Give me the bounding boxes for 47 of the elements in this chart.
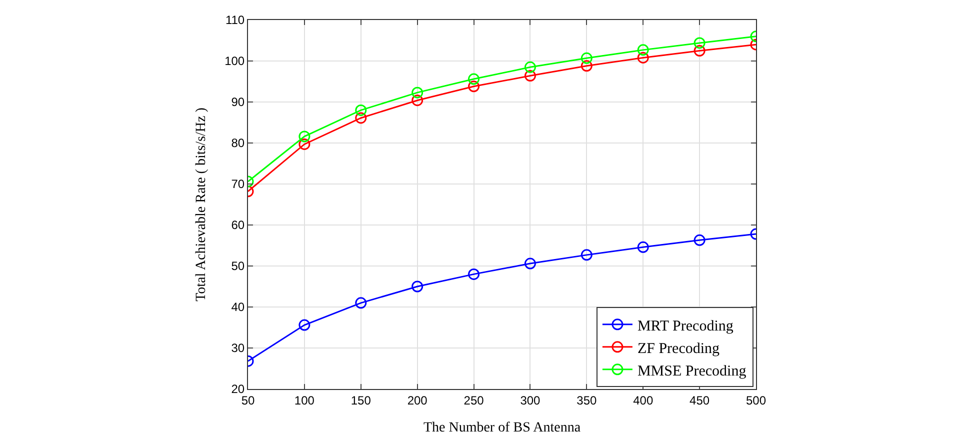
- point: [298, 319, 310, 331]
- x-tick-label: 350: [576, 393, 597, 408]
- legend-label: ZF Precoding: [637, 340, 720, 357]
- y-tick-label: 30: [231, 341, 245, 356]
- point: [355, 112, 367, 124]
- point: [468, 73, 480, 85]
- point: [468, 268, 480, 280]
- y-tick-label: 60: [231, 218, 245, 232]
- legend-label: MMSE Precoding: [637, 363, 747, 380]
- point: [637, 52, 649, 64]
- x-tick-label: 150: [350, 393, 372, 408]
- x-tick-label: 400: [633, 393, 654, 408]
- legend-label: MRT Precoding: [637, 318, 734, 334]
- point: [694, 234, 706, 246]
- y-tick-label: 40: [231, 300, 245, 314]
- x-tick-label: 100: [294, 393, 315, 408]
- point: [298, 130, 310, 142]
- y-axis-title: Total Achievable Rate ( bits/s/Hz ): [194, 107, 210, 302]
- point: [412, 94, 424, 106]
- point: [694, 45, 706, 56]
- y-tick-label: 100: [224, 54, 245, 68]
- point: [524, 258, 536, 270]
- point: [524, 70, 536, 82]
- y-tick-label: 50: [231, 259, 245, 274]
- point: [355, 297, 367, 309]
- x-axis-title: The Number of BS Antenna: [423, 420, 582, 436]
- point: [355, 104, 367, 116]
- point: [298, 138, 310, 150]
- point: [637, 241, 649, 253]
- y-tick-label: 80: [231, 136, 245, 150]
- point: [637, 44, 649, 56]
- x-tick-label: 450: [690, 393, 710, 408]
- x-tick-label: 200: [407, 393, 428, 408]
- point: [580, 52, 592, 64]
- x-tick-label: 500: [746, 393, 766, 408]
- point: [694, 37, 706, 49]
- point: [580, 249, 592, 261]
- point: [468, 80, 480, 92]
- point: [580, 60, 592, 72]
- y-tick-label: 70: [231, 177, 245, 192]
- y-tick-label: 90: [231, 95, 245, 110]
- point: [412, 86, 424, 98]
- point: [412, 280, 424, 292]
- x-tick-label: 300: [520, 393, 541, 408]
- x-tick-label: 250: [464, 393, 484, 408]
- y-tick-label: 110: [225, 13, 245, 28]
- point: [524, 61, 536, 73]
